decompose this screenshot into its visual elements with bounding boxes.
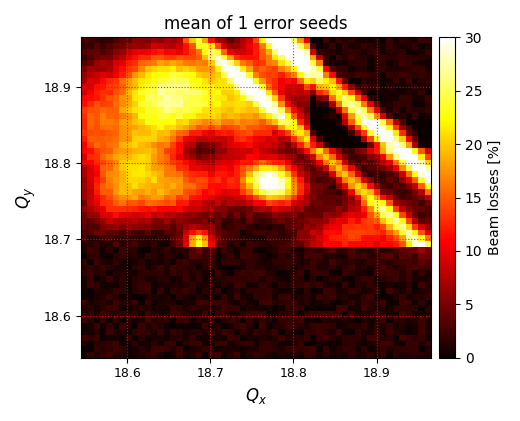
Y-axis label: $Q_y$: $Q_y$ bbox=[15, 187, 38, 208]
Title: mean of 1 error seeds: mean of 1 error seeds bbox=[164, 15, 348, 33]
Y-axis label: Beam losses [%]: Beam losses [%] bbox=[488, 140, 502, 255]
X-axis label: $Q_x$: $Q_x$ bbox=[245, 386, 267, 406]
